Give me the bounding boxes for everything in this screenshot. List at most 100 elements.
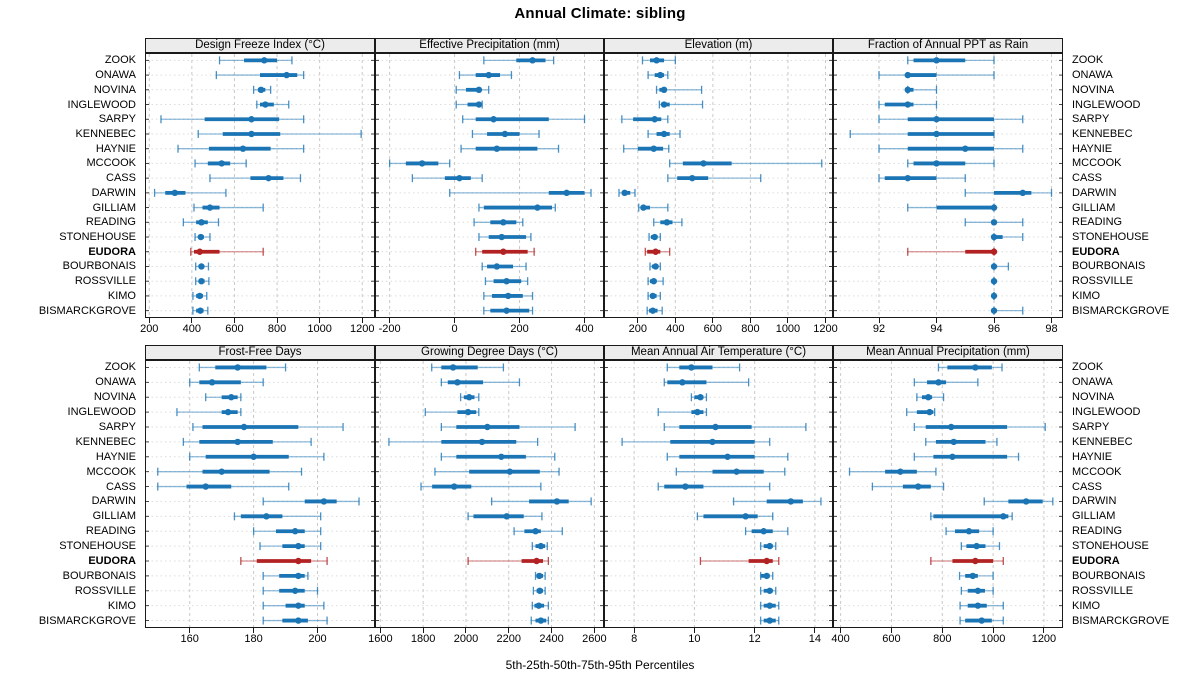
site-label: READING [85, 216, 136, 229]
percentile-row-rossville [195, 277, 210, 286]
panel-frost-free-days [145, 360, 375, 628]
x-tick-label: 160 [180, 633, 199, 645]
x-tick-label: 200 [140, 323, 159, 335]
panel-elevation [604, 53, 833, 318]
site-label: NOVINA [93, 391, 136, 404]
percentile-row-zook [431, 363, 505, 372]
percentile-row-reading [252, 527, 322, 536]
x-axis-mean-annual-precipitation: 400 600 800 1000 1200 [831, 628, 1063, 646]
percentile-row-kimo [760, 601, 780, 610]
x-tick [814, 628, 816, 633]
x-tick-label: 600 [882, 633, 901, 645]
percentile-row-onawa [647, 71, 669, 80]
x-tick-label: 400 [666, 323, 685, 335]
site-label: GILLIAM [1072, 510, 1116, 523]
panel-border [375, 53, 604, 318]
site-label: SARPY [98, 113, 136, 126]
percentile-row-reading [744, 527, 789, 536]
panel-border [604, 53, 833, 318]
percentile-row-haynie [878, 144, 1024, 153]
percentile-row-rossville [262, 586, 319, 595]
panel-canvas [604, 53, 833, 318]
panel-border [833, 53, 1063, 318]
site-label: ZOOK [1072, 361, 1104, 374]
x-tick [993, 318, 995, 323]
x-tick-label: 200 [628, 323, 647, 335]
site-label: BISMARCKGROVE [38, 614, 136, 627]
x-tick-label: 8 [631, 633, 638, 645]
x-tick [754, 628, 756, 633]
percentile-row-eudora [644, 247, 671, 256]
site-label: ROSSVILLE [1072, 275, 1134, 288]
percentile-row-stonehouse [760, 542, 777, 551]
site-label: BOURBONAIS [1072, 569, 1146, 582]
x-tick-label: 92 [872, 323, 886, 335]
x-tick [189, 628, 191, 633]
panel-design-freeze-index [145, 53, 375, 318]
x-tick [454, 318, 456, 323]
site-label: INGLEWOOD [1072, 98, 1141, 111]
percentile-row-cass [420, 482, 542, 491]
site-label: EUDORA [1072, 555, 1120, 567]
panel-border [145, 360, 375, 628]
x-tick [878, 318, 880, 323]
x-tick [233, 318, 235, 323]
panel-header-mean-annual-air-temperature: Mean Annual Air Temperature (°C) [604, 345, 833, 360]
panel-mean-annual-precipitation [833, 360, 1063, 628]
percentile-row-bismarckgrove [760, 616, 780, 625]
site-label: READING [1072, 525, 1123, 538]
x-tick [465, 628, 467, 633]
row-gridlines [147, 366, 373, 622]
panel-canvas [833, 360, 1063, 628]
site-label: NOVINA [93, 83, 136, 96]
panel-border [375, 360, 604, 628]
x-axis-fraction-ppt-rain: 92 94 96 98 [833, 318, 1063, 336]
site-label: ONAWA [1072, 69, 1113, 82]
site-label: KIMO [107, 289, 136, 302]
x-tick [787, 318, 789, 323]
percentile-row-stonehouse [960, 542, 1001, 551]
percentile-row-rossville [484, 277, 529, 286]
x-tick-label: 200 [308, 633, 327, 645]
x-tick-label: 12 [748, 633, 761, 645]
site-labels-left-top: ZOOK ONAWA NOVINA INGLEWOOD SARPY KENNEBEC HAY… [0, 53, 141, 318]
x-tick [712, 318, 714, 323]
site-label: EUDORA [88, 245, 136, 258]
percentile-row-stonehouse [259, 542, 322, 551]
percentile-row-darwin [732, 497, 822, 506]
percentile-row-kennebec [647, 129, 681, 138]
site-label: BISMARCKGROVE [1072, 304, 1170, 317]
x-tick-label: 2000 [453, 633, 479, 645]
row-side-ticks [833, 59, 1063, 312]
site-label: INGLEWOOD [67, 98, 136, 111]
site-label: HAYNIE [95, 142, 136, 155]
percentile-row-cass [157, 482, 290, 491]
percentile-row-onawa [440, 378, 521, 387]
percentile-row-darwin [983, 497, 1054, 506]
x-tick [253, 628, 255, 633]
percentile-row-zook [937, 363, 1003, 372]
row-side-ticks [604, 366, 833, 622]
percentile-row-darwin [618, 188, 636, 197]
x-tick [191, 318, 193, 323]
x-tick [840, 628, 842, 633]
percentile-row-kennebec [621, 437, 771, 446]
x-tick [992, 628, 994, 633]
x-gridlines [878, 54, 1052, 317]
site-label: BOURBONAIS [1072, 260, 1146, 273]
percentile-row-bismarckgrove [262, 616, 328, 625]
site-label: READING [1072, 216, 1123, 229]
site-label: DARWIN [1072, 186, 1117, 199]
percentile-row-kimo [531, 601, 550, 610]
x-tick-label: 1200 [349, 323, 375, 335]
percentile-row-onawa [878, 71, 995, 80]
percentile-row-onawa [663, 378, 750, 387]
percentile-row-gilliam [638, 203, 669, 212]
x-tick-label: 400 [575, 323, 594, 335]
percentile-row-rossville [990, 277, 998, 286]
percentile-row-sarpy [440, 423, 576, 431]
x-tick [1043, 628, 1045, 633]
x-tick-label: 600 [225, 323, 244, 335]
x-tick-label: 2400 [539, 633, 564, 645]
